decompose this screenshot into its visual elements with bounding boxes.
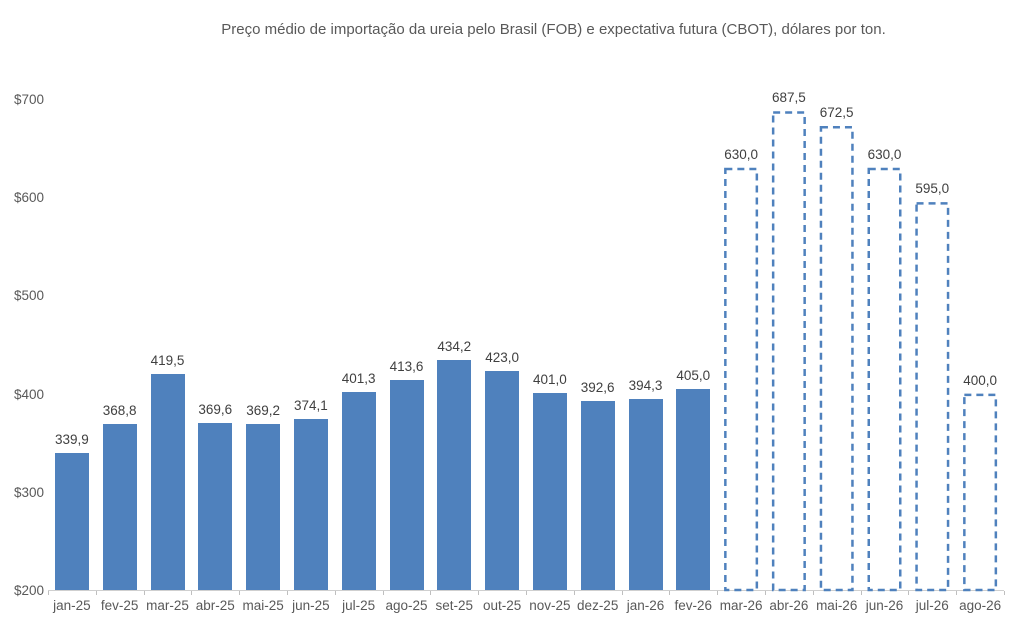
bar-nov-25 (532, 392, 567, 590)
x-axis-category-label: abr-26 (769, 598, 809, 613)
y-axis-tick-label: $400 (13, 386, 44, 402)
bar-fev-26 (676, 388, 711, 590)
bar-ago-25 (389, 380, 424, 590)
y-axis-tick-label: $300 (13, 484, 44, 500)
x-axis-category-label: set-25 (435, 598, 474, 613)
x-axis-category-label: jan-25 (53, 598, 91, 613)
x-axis-tick-mark (334, 591, 336, 595)
bar-value-label-mai-25: 369,2 (246, 402, 280, 418)
bar-value-label-jun-25: 374,1 (293, 398, 328, 414)
y-axis-tick-label: $500 (13, 288, 44, 304)
x-axis-tick-mark (669, 591, 671, 595)
x-axis-tick-mark (478, 591, 480, 595)
x-axis-tick-mark (860, 591, 862, 595)
forecast-bar-mai-26 (819, 126, 854, 592)
bar-value-label-mai-26: 672,5 (819, 105, 854, 120)
bar-jan-25 (54, 452, 89, 590)
bar-value-label-abr-26: 687,5 (771, 90, 806, 106)
chart-title: Preço médio de importação da ureia pelo … (221, 21, 886, 38)
x-axis-category-label: dez-25 (577, 598, 619, 613)
x-axis-line (48, 590, 1004, 591)
x-axis-tick-mark (956, 591, 958, 595)
y-axis-tick-label: $200 (13, 583, 44, 598)
x-axis-category-label: jul-25 (342, 598, 376, 613)
y-axis-tick-label: $700 (13, 92, 44, 107)
bar-value-label-mar-25: 419,5 (150, 353, 185, 369)
x-axis-category-label: ago-26 (959, 598, 1002, 613)
y-axis-tick-label: $600 (13, 190, 44, 206)
x-axis-tick-mark (239, 591, 241, 595)
bar-value-label-nov-25: 401,0 (532, 371, 567, 387)
x-axis-category-label: jan-26 (626, 598, 665, 613)
bar-value-label-mar-26: 630,0 (724, 146, 758, 162)
x-axis-category-label: ago-25 (385, 598, 428, 613)
bar-value-label-jan-25: 339,9 (54, 431, 89, 447)
forecast-bar-mar-26 (724, 167, 759, 592)
forecast-bar-jun-26 (867, 167, 902, 592)
bar-value-label-jul-25: 401,3 (341, 371, 376, 387)
x-axis-tick-mark (526, 591, 527, 595)
forecast-bar-ago-26 (963, 393, 998, 592)
bar-jan-26 (628, 399, 663, 590)
bar-value-label-fev-26: 405,0 (676, 367, 711, 383)
bar-value-label-dez-25: 392,6 (580, 379, 615, 395)
x-axis-category-label: jul-26 (915, 598, 949, 613)
bar-value-label-jul-26: 595,0 (915, 181, 950, 197)
bar-mar-25 (150, 374, 185, 590)
forecast-bar-abr-26 (771, 111, 806, 592)
bar-value-label-set-25: 434,2 (437, 339, 472, 354)
bar-value-label-out-25: 423,0 (485, 350, 519, 365)
x-axis-tick-mark (95, 591, 97, 595)
bar-set-25 (437, 360, 472, 590)
bar-jul-25 (341, 392, 376, 590)
x-axis-category-label: fev-25 (100, 598, 139, 613)
forecast-bar-jul-26 (915, 202, 950, 592)
x-axis-tick-mark (48, 591, 49, 595)
x-axis-tick-mark (430, 591, 432, 595)
x-axis-tick-mark (1004, 591, 1005, 595)
x-axis-tick-mark (765, 591, 766, 595)
bar-value-label-abr-25: 369,6 (198, 402, 233, 418)
x-axis-tick-mark (621, 591, 623, 595)
x-axis-category-label: fev-26 (674, 598, 713, 613)
x-axis-tick-mark (812, 591, 814, 595)
x-axis-category-label: jun-25 (292, 598, 330, 613)
x-axis-category-label: mai-25 (242, 598, 284, 613)
bar-abr-25 (198, 423, 233, 590)
bar-value-label-ago-26: 400,0 (963, 372, 997, 388)
x-axis-tick-mark (573, 591, 575, 595)
bar-value-label-jun-26: 630,0 (867, 146, 902, 162)
x-axis-category-label: nov-25 (529, 598, 571, 613)
x-axis-tick-mark (191, 591, 193, 595)
bar-value-label-jan-26: 394,3 (628, 378, 663, 394)
bar-dez-25 (580, 400, 615, 590)
bar-value-label-fev-25: 368,8 (102, 403, 137, 419)
bar-out-25 (485, 371, 520, 590)
x-axis-tick-mark (287, 591, 288, 595)
x-axis-category-label: out-25 (482, 598, 522, 613)
x-axis-category-label: mai-26 (816, 598, 858, 613)
x-axis-tick-mark (382, 591, 384, 595)
x-axis-category-label: mar-26 (719, 598, 763, 613)
x-axis-tick-mark (143, 591, 145, 595)
x-axis-category-label: mar-25 (146, 598, 189, 613)
bar-value-label-ago-25: 413,6 (389, 359, 424, 375)
bar-mai-25 (246, 423, 281, 590)
bar-fev-25 (102, 424, 137, 590)
bar-jun-25 (293, 419, 328, 590)
x-axis-tick-mark (908, 591, 910, 595)
x-axis-category-label: abr-25 (195, 598, 235, 613)
x-axis-category-label: jun-26 (865, 598, 904, 613)
x-axis-tick-mark (717, 591, 719, 595)
